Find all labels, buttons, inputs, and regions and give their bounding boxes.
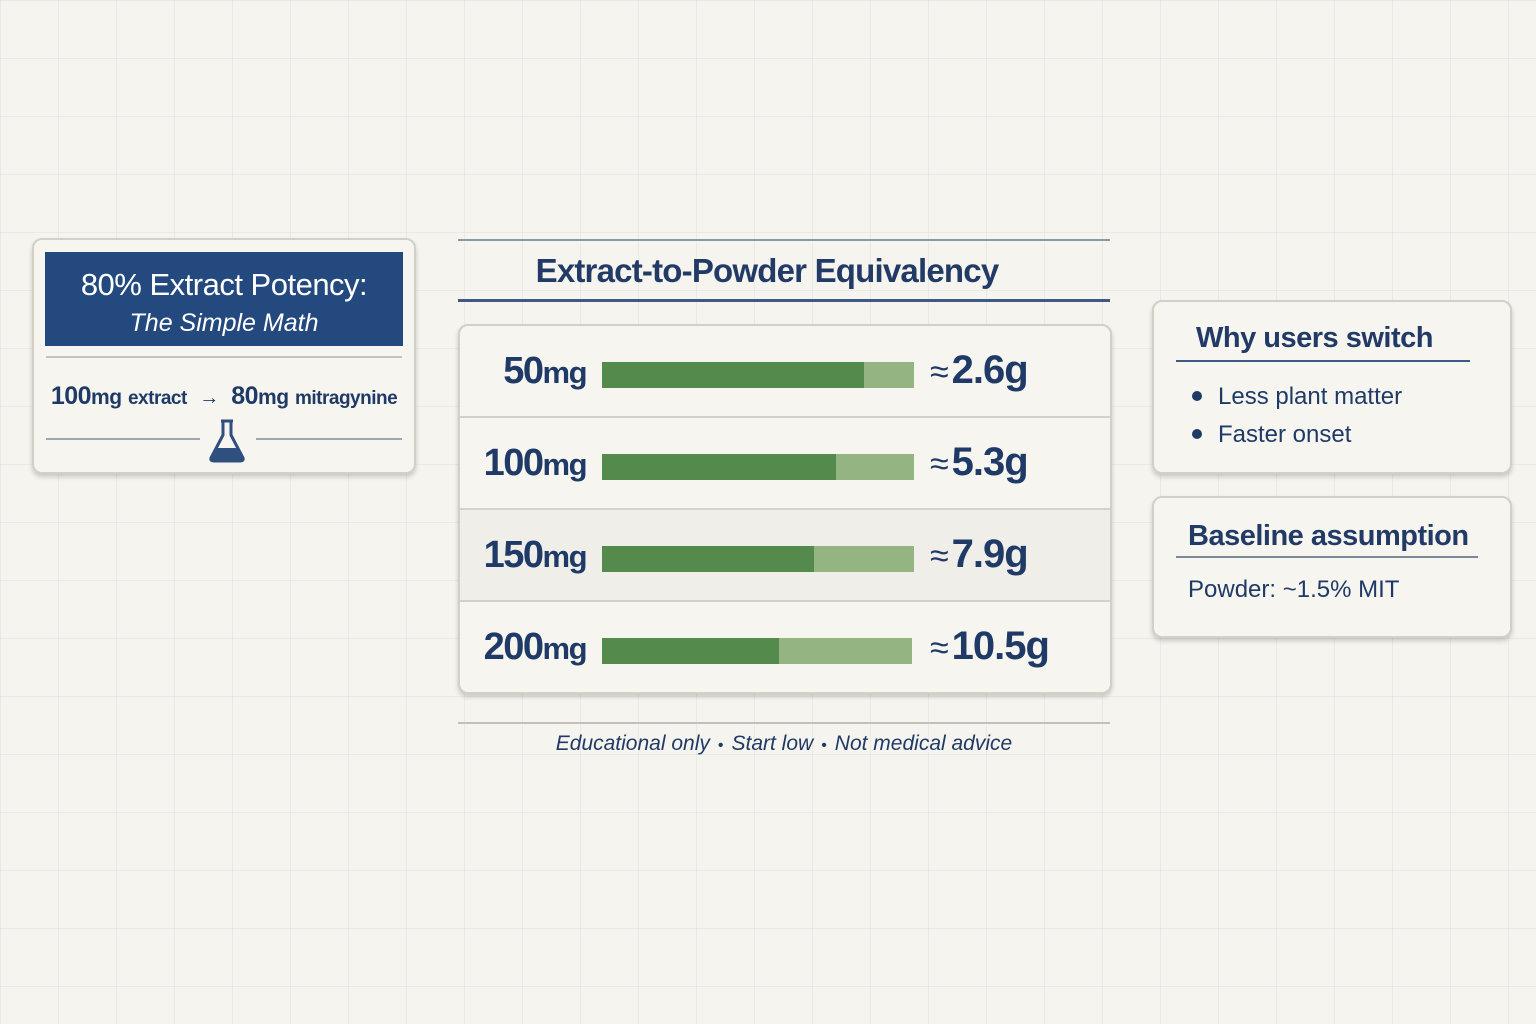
bar-fill <box>602 362 865 388</box>
row-divider <box>460 508 1110 510</box>
title-rule-bottom <box>458 299 1110 302</box>
bar <box>602 362 914 388</box>
title-rule-top <box>458 239 1110 241</box>
baseline-assumption-card: Baseline assumption Powder: ~1.5% MIT <box>1152 496 1512 638</box>
list-item: Faster onset <box>1192 416 1402 454</box>
dose-label: 150mg <box>483 534 588 576</box>
list-item: Less plant matter <box>1192 378 1402 416</box>
divider <box>46 356 402 358</box>
divider <box>256 438 402 440</box>
bar-fill <box>602 546 815 572</box>
title-underline <box>1176 360 1470 362</box>
input-value: 100 <box>50 382 92 410</box>
potency-header: 80% Extract Potency: The Simple Math <box>45 252 403 346</box>
bullet-icon <box>1192 428 1202 439</box>
potency-title: 80% Extract Potency: <box>80 267 368 302</box>
baseline-text: Powder: ~1.5% MIT <box>1188 576 1400 603</box>
equivalent-value: ≈2.6g <box>930 348 1029 392</box>
why-title: Why users switch <box>1196 322 1433 354</box>
potency-subtitle: The Simple Math <box>129 309 319 337</box>
bar <box>602 454 914 480</box>
bar-fill <box>602 454 836 480</box>
disclaimer-item: Start low <box>731 732 814 755</box>
disclaimer-item: Educational only <box>555 732 710 755</box>
input-label: extract <box>127 388 187 409</box>
table-row: 150mg ≈7.9g <box>460 510 1110 602</box>
chart-title: Extract-to-Powder Equivalency <box>535 252 1000 289</box>
input-unit: mg <box>91 386 122 409</box>
dose-label: 50mg <box>503 350 587 392</box>
bar <box>602 638 912 664</box>
output-label: mitragynine <box>294 388 398 409</box>
equivalency-table: 50mg ≈2.6g 100mg ≈5.3g 150mg ≈7.9g 200mg… <box>458 324 1112 694</box>
separator: • <box>717 737 724 754</box>
title-underline <box>1176 556 1478 558</box>
separator: • <box>821 737 827 754</box>
disclaimer-item: Not medical advice <box>834 732 1013 755</box>
equivalent-value: ≈7.9g <box>930 532 1029 576</box>
bar-fill <box>602 638 779 664</box>
disclaimer: Educational only • Start low • Not medical a… <box>458 732 1110 756</box>
footer-rule <box>458 722 1110 724</box>
potency-card: 80% Extract Potency: The Simple Math 100… <box>32 238 416 474</box>
why-users-switch-card: Why users switch Less plant matter Faste… <box>1152 300 1512 474</box>
bar <box>602 546 914 572</box>
table-row: 200mg ≈10.5g <box>460 602 1110 692</box>
potency-math: 100mg extract → 80mg mitragynine <box>34 382 414 411</box>
baseline-title: Baseline assumption <box>1188 520 1469 552</box>
bullet-icon <box>1192 390 1202 401</box>
row-divider <box>460 600 1110 602</box>
output-unit: mg <box>258 386 289 409</box>
row-divider <box>460 416 1110 418</box>
table-row: 100mg ≈5.3g <box>460 418 1110 510</box>
equivalent-value: ≈10.5g <box>930 624 1050 668</box>
arrow-right-icon: → <box>199 387 219 409</box>
output-value: 80 <box>231 382 259 410</box>
divider <box>46 438 200 440</box>
dose-label: 100mg <box>483 442 588 484</box>
dose-label: 200mg <box>483 626 588 668</box>
reasons-list: Less plant matter Faster onset <box>1192 378 1402 454</box>
flask-icon <box>209 419 245 463</box>
table-row: 50mg ≈2.6g <box>460 326 1110 418</box>
equivalent-value: ≈5.3g <box>930 440 1029 484</box>
